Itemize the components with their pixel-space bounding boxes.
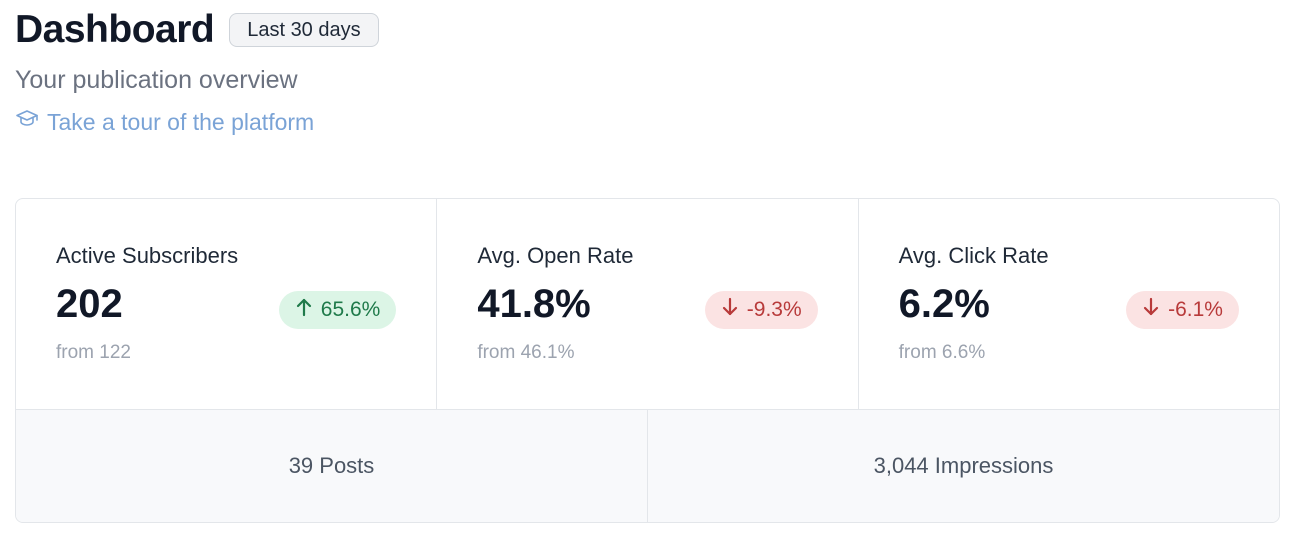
- stat-avg-click-rate: Avg. Click Rate 6.2% from 6.6% -6.1%: [857, 199, 1279, 409]
- stat-label: Avg. Open Rate: [477, 243, 634, 268]
- stat-avg-open-rate: Avg. Open Rate 41.8% from 46.1% -9.3%: [436, 199, 857, 409]
- graduation-cap-icon: [15, 106, 39, 137]
- arrow-down-icon: [721, 297, 739, 323]
- stat-value: 202: [56, 282, 123, 326]
- page-subtitle: Your publication overview: [15, 66, 298, 94]
- date-range-button[interactable]: Last 30 days: [229, 13, 379, 47]
- stat-value: 41.8%: [477, 282, 591, 326]
- page-header: Dashboard Last 30 days Your publication …: [15, 8, 379, 137]
- title-row: Dashboard Last 30 days: [15, 8, 379, 52]
- delta-value: -9.3%: [746, 298, 802, 321]
- delta-badge: -6.1%: [1126, 291, 1239, 329]
- stat-label: Active Subscribers: [56, 243, 239, 268]
- delta-value: -6.1%: [1168, 298, 1223, 321]
- stats-row: Active Subscribers 202 from 122 65.6% Av…: [16, 199, 1279, 410]
- delta-value: 65.6%: [320, 298, 381, 321]
- page-title: Dashboard: [15, 8, 215, 51]
- tour-link-label: Take a tour of the platform: [47, 108, 315, 135]
- stat-previous: from 122: [56, 342, 131, 363]
- total-impressions: 3,044 Impressions: [647, 410, 1279, 522]
- tour-link[interactable]: Take a tour of the platform: [15, 106, 379, 137]
- stat-active-subscribers: Active Subscribers 202 from 122 65.6%: [16, 199, 436, 409]
- totals-row: 39 Posts 3,044 Impressions: [16, 410, 1279, 522]
- total-posts: 39 Posts: [288, 453, 375, 478]
- stats-card: Active Subscribers 202 from 122 65.6% Av…: [15, 198, 1280, 523]
- stat-value: 6.2%: [898, 282, 990, 326]
- delta-badge: -9.3%: [704, 291, 818, 329]
- stat-previous: from 46.1%: [477, 342, 575, 363]
- stat-label: Avg. Click Rate: [898, 243, 1049, 268]
- arrow-up-icon: [295, 297, 313, 323]
- stat-previous: from 6.6%: [898, 342, 986, 363]
- delta-badge: 65.6%: [278, 291, 397, 329]
- arrow-down-icon: [1142, 297, 1160, 323]
